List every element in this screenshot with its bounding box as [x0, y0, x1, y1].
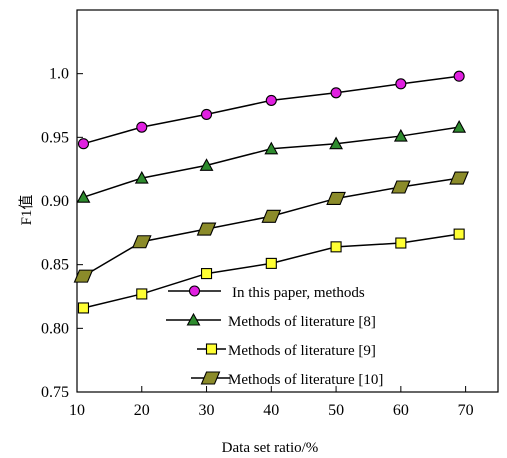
legend-label: Methods of literature [8] [228, 314, 376, 330]
data-point [73, 269, 94, 283]
x-axis-label: Data set ratio/% [222, 440, 319, 456]
data-point [196, 222, 217, 236]
data-point [453, 228, 465, 240]
series-3 [77, 228, 465, 314]
y-tick-label: 0.80 [41, 320, 69, 337]
series-1 [77, 70, 465, 150]
legend-label: In this paper, methods [232, 285, 365, 301]
x-tick-label: 60 [393, 402, 409, 419]
data-point [329, 136, 344, 150]
data-point [136, 288, 148, 300]
data-point [76, 190, 91, 203]
data-point [200, 268, 213, 280]
data-point [77, 302, 90, 314]
data-point [199, 158, 214, 171]
data-point [200, 108, 213, 120]
data-point [453, 70, 465, 82]
x-axis-ticks: 10 20 30 40 50 60 70 [69, 386, 474, 419]
series-2 [76, 119, 467, 203]
legend-item: Methods of literature [10] [191, 371, 383, 388]
x-tick-label: 50 [328, 402, 344, 419]
y-tick-label: 0.75 [41, 384, 69, 401]
y-tick-label: 0.95 [41, 129, 69, 146]
x-tick-label: 40 [263, 402, 279, 419]
x-tick-label: 20 [134, 402, 150, 419]
data-point [134, 170, 149, 184]
legend-item: Methods of literature [8] [166, 312, 376, 330]
legend-marker [205, 343, 218, 355]
data-point [393, 128, 408, 142]
legend-marker [188, 285, 201, 297]
data-point [77, 138, 90, 150]
data-point [265, 94, 277, 106]
y-tick-label: 0.85 [41, 257, 69, 274]
data-point [326, 191, 346, 206]
y-axis-ticks: 0.75 0.80 0.85 0.90 0.95 1.0 [41, 66, 83, 401]
y-tick-label: 0.90 [41, 193, 69, 210]
series-layer [73, 70, 469, 314]
legend-label: Methods of literature [9] [228, 343, 376, 359]
series-4 [73, 171, 469, 283]
data-point [449, 171, 469, 185]
data-point [261, 209, 282, 223]
data-point [131, 235, 152, 249]
plot-area-frame [76, 9, 499, 393]
data-point [395, 237, 407, 249]
x-tick-label: 30 [199, 402, 215, 419]
legend-marker [200, 371, 221, 385]
legend-label: Methods of literature [10] [228, 372, 383, 388]
data-point [265, 257, 277, 269]
legend-item: In this paper, methods [168, 285, 365, 301]
y-tick-label: 1.0 [49, 66, 69, 83]
data-point [452, 119, 467, 133]
data-point [395, 78, 407, 90]
x-tick-label: 70 [458, 402, 474, 419]
data-point [330, 241, 342, 253]
data-point [264, 141, 279, 155]
legend-item: Methods of literature [9] [197, 343, 376, 359]
data-point [391, 180, 411, 194]
data-point [330, 87, 342, 99]
y-axis-label: F1值 [18, 195, 35, 226]
data-point [136, 121, 148, 133]
legend: In this paper, methods Methods of literat… [166, 285, 383, 388]
legend-marker [186, 312, 201, 326]
x-tick-label: 10 [69, 402, 85, 419]
